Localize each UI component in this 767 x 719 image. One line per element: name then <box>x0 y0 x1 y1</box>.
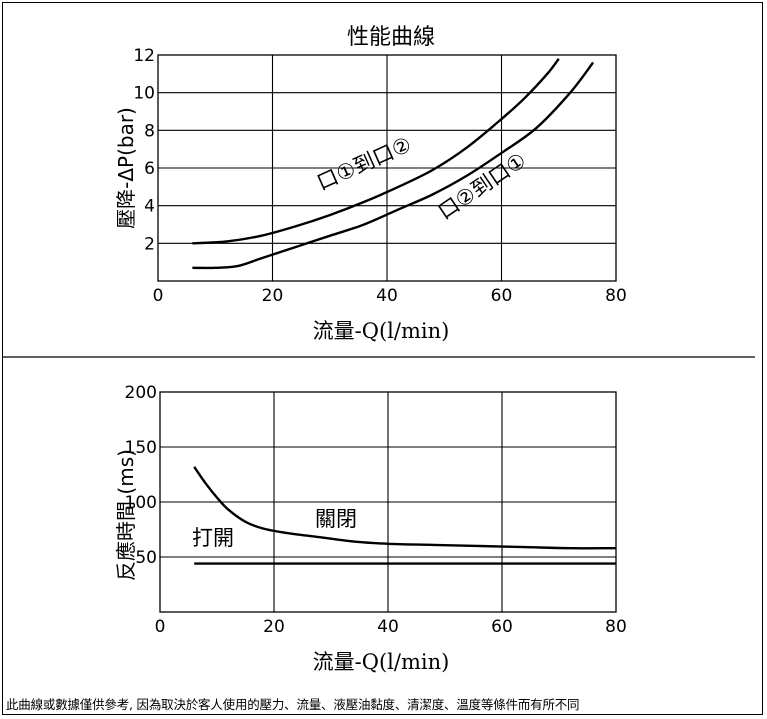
x-tick-label: 40 <box>376 286 398 306</box>
x-tick-label: 80 <box>605 286 627 306</box>
y-tick-label: 12 <box>133 46 155 66</box>
plot-area <box>159 391 617 613</box>
x-tick-label: 0 <box>155 617 166 637</box>
y-axis-label: 壓降-ΔP(bar) <box>114 107 138 229</box>
series-line-1 <box>192 58 560 245</box>
x-tick-label: 40 <box>377 617 399 637</box>
x-tick-label: 80 <box>605 617 627 637</box>
y-tick-label: 2 <box>144 234 155 254</box>
x-axis-label: 流量-Q(l/min) <box>313 650 450 674</box>
x-tick-label: 60 <box>491 286 513 306</box>
y-tick-label: 150 <box>125 438 157 458</box>
series-annotation: 關閉 <box>315 507 357 531</box>
chart-title: 性能曲線 <box>347 25 435 50</box>
series-annotation: 打開 <box>192 526 234 550</box>
x-tick-label: 60 <box>491 617 513 637</box>
y-tick-label: 6 <box>144 159 155 179</box>
x-tick-label: 20 <box>262 286 284 306</box>
x-tick-label: 0 <box>153 286 164 306</box>
series-line-2 <box>192 61 595 270</box>
y-tick-label: 100 <box>125 493 157 513</box>
x-tick-label: 20 <box>263 617 285 637</box>
plot-area <box>157 54 617 282</box>
y-tick-label: 10 <box>133 84 155 104</box>
x-axis-label: 流量-Q(l/min) <box>313 319 450 343</box>
y-tick-label: 200 <box>125 383 157 403</box>
series-line-1 <box>193 466 617 550</box>
y-tick-label: 8 <box>144 121 155 141</box>
y-tick-label: 50 <box>135 548 157 568</box>
footnote: 此曲線或數據僅供參考, 因為取決於客人使用的壓力、流量、液壓油黏度、清潔度、溫度… <box>6 697 580 712</box>
y-tick-label: 4 <box>144 197 155 217</box>
y-axis-label: 反應時間 (ms) <box>114 449 138 581</box>
